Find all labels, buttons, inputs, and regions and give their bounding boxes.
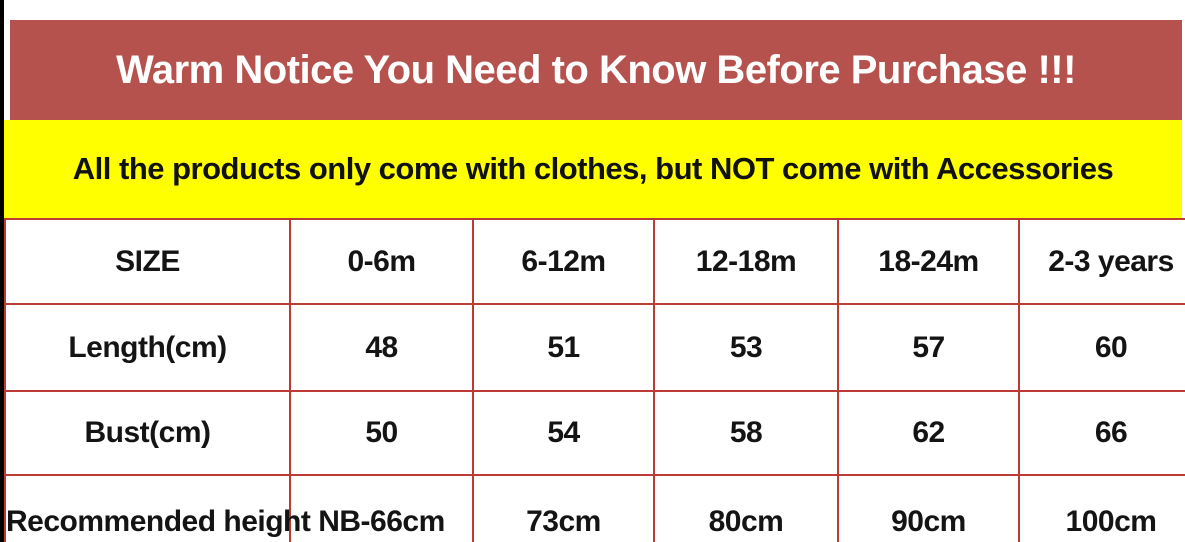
row-label-length: Length(cm)	[4, 303, 291, 392]
bust-value-2-3years: 66	[1018, 390, 1185, 476]
table-row-bust: Bust(cm) 50 54 58 62 66	[4, 390, 1185, 476]
length-value-18-24m: 57	[837, 303, 1020, 392]
length-value-2-3years: 60	[1018, 303, 1185, 392]
accessories-warning-text: All the products only come with clothes,…	[72, 151, 1114, 186]
length-value-12-18m: 53	[653, 303, 839, 392]
header-cell-0-6m: 0-6m	[289, 218, 474, 305]
header-cell-size: SIZE	[4, 218, 291, 305]
row-label-bust: Bust(cm)	[4, 390, 291, 476]
row-label-recommended-height: Recommended height	[4, 474, 311, 542]
table-row-recommended-height: Recommended height NB-66cm 73cm 80cm 90c…	[4, 474, 1185, 542]
table-header-row: SIZE 0-6m 6-12m 12-18m 18-24m 2-3 years	[4, 218, 1185, 305]
warm-notice-text: Warm Notice You Need to Know Before Purc…	[116, 47, 1076, 92]
header-cell-12-18m: 12-18m	[653, 218, 839, 305]
recheight-value-12-18m: 80cm	[653, 474, 839, 542]
bust-value-18-24m: 62	[837, 390, 1020, 476]
recheight-value-6-12m: 73cm	[472, 474, 655, 542]
header-cell-2-3years: 2-3 years	[1018, 218, 1185, 305]
bust-value-6-12m: 54	[472, 390, 655, 476]
header-cell-6-12m: 6-12m	[472, 218, 655, 305]
table-row-length: Length(cm) 48 51 53 57 60	[4, 303, 1185, 392]
length-value-0-6m: 48	[289, 303, 474, 392]
recheight-value-2-3years: 100cm	[1018, 474, 1185, 542]
bust-value-12-18m: 58	[653, 390, 839, 476]
header-cell-18-24m: 18-24m	[837, 218, 1020, 305]
bust-value-0-6m: 50	[289, 390, 474, 476]
length-value-6-12m: 51	[472, 303, 655, 392]
recheight-value-0-6m: NB-66cm	[289, 474, 474, 542]
left-edge-bar	[0, 0, 4, 542]
size-table: SIZE 0-6m 6-12m 12-18m 18-24m 2-3 years …	[4, 218, 1185, 542]
accessories-warning-banner: All the products only come with clothes,…	[4, 120, 1182, 218]
recheight-value-18-24m: 90cm	[837, 474, 1020, 542]
warm-notice-banner: Warm Notice You Need to Know Before Purc…	[10, 20, 1182, 120]
